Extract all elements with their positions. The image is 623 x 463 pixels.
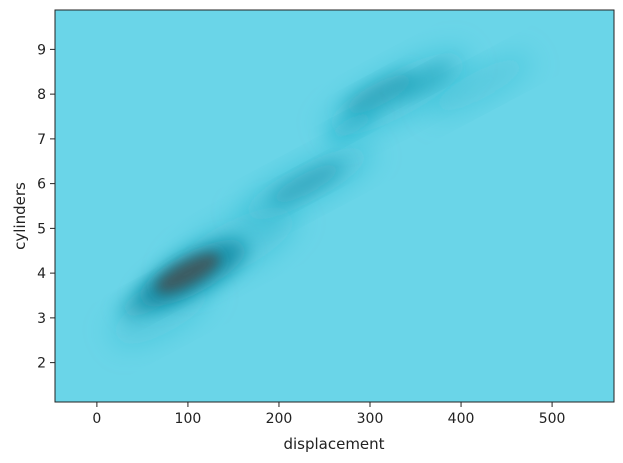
y-tick-label: 2: [37, 356, 46, 372]
y-tick-label: 9: [37, 42, 46, 58]
y-axis: 2 3 4 5 6 7 8 9: [37, 42, 55, 372]
density-blob: [155, 253, 221, 294]
x-tick-label: 200: [266, 411, 293, 427]
x-axis: 0 100 200 300 400 500: [92, 402, 565, 427]
y-tick-label: 5: [37, 221, 46, 237]
density-layer: [111, 51, 533, 345]
density-blob: [326, 110, 377, 141]
y-tick-label: 8: [37, 87, 46, 103]
x-tick-label: 300: [357, 411, 384, 427]
plot-background: [55, 10, 614, 402]
density-blob: [425, 54, 533, 116]
y-tick-label: 4: [37, 266, 46, 282]
x-tick-label: 500: [539, 411, 566, 427]
x-axis-label: displacement: [283, 435, 384, 453]
y-tick-label: 7: [37, 132, 46, 148]
y-tick-label: 6: [37, 177, 46, 193]
plot-frame: [54, 9, 615, 403]
density-blob: [343, 72, 415, 116]
density-blob: [268, 162, 344, 206]
x-tick-label: 100: [175, 411, 202, 427]
y-tick-label: 3: [37, 311, 46, 327]
x-tick-label: 400: [448, 411, 475, 427]
x-tick-label: 0: [92, 411, 101, 427]
density-blob: [397, 64, 452, 97]
y-axis-label: cylinders: [11, 182, 29, 250]
